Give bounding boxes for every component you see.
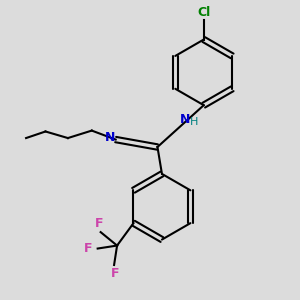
Text: H: H bbox=[190, 117, 198, 127]
Text: F: F bbox=[84, 242, 92, 255]
Text: N: N bbox=[105, 131, 116, 144]
Text: F: F bbox=[95, 217, 103, 230]
Text: N: N bbox=[180, 113, 190, 126]
Text: F: F bbox=[110, 267, 119, 280]
Text: Cl: Cl bbox=[197, 6, 210, 19]
